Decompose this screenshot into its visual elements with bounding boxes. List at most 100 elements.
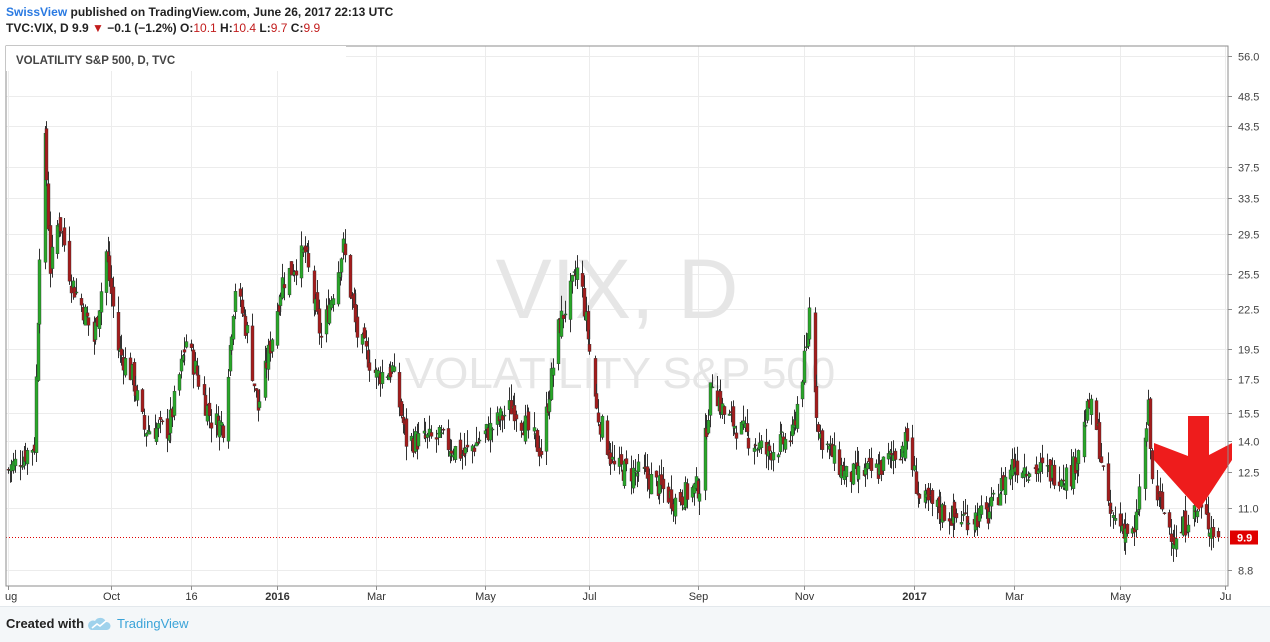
publisher-link[interactable]: SwissView (6, 5, 68, 19)
candle-up (37, 259, 42, 325)
candle-down (1099, 456, 1104, 463)
candle-up (339, 258, 344, 273)
candle-up (979, 505, 984, 515)
candle-up (559, 310, 564, 337)
candle-down (189, 343, 194, 349)
y-tick-label: 56.0 (1238, 52, 1259, 64)
candle-down (107, 255, 112, 282)
candle-down (282, 284, 287, 289)
candle-down (399, 401, 404, 417)
candles (6, 121, 1221, 562)
ohlc-line: TVC:VIX, D 9.9 ▼ −0.1 (−1.2%) O:10.1 H:1… (6, 20, 393, 36)
candle-down (926, 487, 931, 501)
candle-down (680, 496, 685, 506)
candle-up (800, 381, 805, 400)
candle-up (563, 313, 568, 316)
candle-down (67, 240, 72, 282)
candle-up (622, 460, 627, 487)
tradingview-link[interactable]: TradingView (117, 616, 189, 631)
candle-up (851, 463, 856, 485)
y-tick-label: 22.5 (1238, 305, 1259, 317)
candle-up (219, 421, 224, 426)
candle-down (685, 483, 690, 500)
candle-down (1125, 523, 1130, 534)
candle-down (1160, 491, 1165, 510)
candle-down (816, 424, 821, 433)
candle-down (1097, 422, 1102, 460)
candle-down (58, 217, 63, 232)
candle-up (135, 390, 140, 401)
candle-up (783, 438, 788, 450)
candle-up (50, 246, 55, 269)
candle-up (177, 374, 182, 391)
candle-down (85, 312, 90, 317)
candle-up (727, 413, 732, 416)
candle-down (914, 471, 919, 494)
high-label: H: (220, 21, 233, 35)
candle-up (807, 307, 812, 340)
candle-down (1216, 531, 1221, 538)
candle-up (959, 522, 964, 525)
candle-up (961, 514, 966, 516)
candle-up (99, 291, 104, 313)
candle-down (319, 335, 324, 338)
candle-up (1186, 524, 1191, 533)
candle-up (275, 311, 280, 346)
candle-up (825, 443, 830, 446)
candle-up (610, 456, 615, 460)
x-tick-label: Sep (689, 591, 709, 603)
candle-up (832, 445, 837, 464)
candle-down (397, 372, 402, 408)
candle-up (278, 296, 283, 306)
candle-down (142, 415, 147, 430)
candle-up (144, 433, 149, 437)
candle-down (458, 439, 463, 459)
price-chart[interactable]: VIX, D VOLATILITY S&P 500 9.9 VOLATILITY… (0, 0, 1270, 606)
candle-down (1118, 513, 1123, 527)
candle-down (1183, 510, 1188, 536)
chart-header: SwissView published on TradingView.com, … (6, 4, 393, 36)
candle-up (697, 493, 702, 502)
candle-down (140, 389, 145, 413)
candle-down (612, 460, 617, 465)
candle-up (34, 376, 39, 453)
high-value: 10.4 (232, 21, 257, 35)
x-tick-label: Nov (795, 591, 815, 603)
y-tick-label: 14.0 (1238, 437, 1259, 449)
candle-down (580, 273, 585, 287)
last-price-label: 9.9 (1237, 533, 1252, 545)
candle-down (746, 437, 751, 449)
y-tick-label: 8.8 (1238, 566, 1253, 578)
candle-down (1052, 464, 1057, 486)
candle-down (820, 430, 825, 450)
time-axis[interactable]: ug Oct 16 2016 Mar May Jul Sep Nov 2017 Mar May Ju (5, 586, 1231, 603)
x-tick-label: Mar (367, 591, 386, 603)
candle-down (1015, 460, 1020, 476)
candle-down (362, 327, 367, 339)
candle-up (270, 339, 275, 352)
candle-up (532, 427, 537, 432)
candle-up (600, 416, 605, 438)
candle-down (434, 437, 439, 440)
candle-up (802, 350, 807, 383)
candle-down (62, 227, 67, 246)
price-axis[interactable]: 56.0 48.5 43.5 37.5 33.5 29.5 25.5 22.5 19.5 17.5… (1228, 52, 1259, 578)
x-tick-label: ug (5, 591, 17, 603)
candle-down (355, 316, 360, 338)
y-tick-label: 11.0 (1238, 504, 1259, 516)
candle-up (795, 403, 800, 429)
candle-down (596, 412, 601, 423)
candle-down (343, 243, 348, 256)
candle-up (147, 431, 152, 435)
candle-down (561, 314, 566, 319)
candle-down (1094, 400, 1099, 430)
candle-down (254, 388, 259, 391)
y-tick-label: 48.5 (1238, 92, 1259, 104)
candle-up (544, 406, 549, 452)
close-value: 9.9 (303, 21, 321, 35)
candle-up (245, 325, 250, 334)
candle-down (1109, 510, 1114, 512)
candle-up (989, 496, 994, 507)
candle-up (649, 473, 654, 495)
candle-down (1206, 512, 1211, 530)
